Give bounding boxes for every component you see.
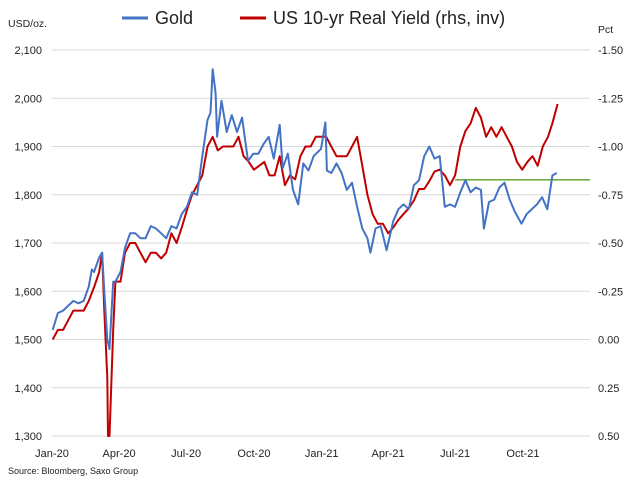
left-tick-label: 1,500 xyxy=(14,335,42,347)
left-axis-unit: USD/oz. xyxy=(8,18,47,30)
x-tick-label: Jan-20 xyxy=(35,448,69,460)
x-tick-label: Jul-21 xyxy=(440,448,470,460)
left-axis: 1,300 1,400 1,500 1,600 1,700 1,800 1,900 2,000… xyxy=(14,45,42,443)
legend: Gold US 10-yr Real Yield (rhs, inv) xyxy=(122,8,505,28)
left-tick-label: 2,100 xyxy=(14,45,42,57)
x-tick-label: Oct-20 xyxy=(237,448,270,460)
x-tick-label: Apr-21 xyxy=(372,448,405,460)
right-tick-label: -1.50 xyxy=(598,45,623,57)
right-tick-label: 0.25 xyxy=(598,383,619,395)
left-tick-label: 1,800 xyxy=(14,190,42,202)
right-tick-label: -1.00 xyxy=(598,142,623,154)
right-tick-label: -1.25 xyxy=(598,93,623,105)
right-axis: -1.50 -1.25 -1.00 -0.75 -0.50 -0.25 0.00 0.25 0.… xyxy=(598,45,623,443)
gridlines xyxy=(52,49,590,437)
right-tick-label: -0.50 xyxy=(598,238,623,250)
left-tick-label: 1,300 xyxy=(14,431,42,443)
right-tick-label: -0.75 xyxy=(598,190,623,202)
right-tick-label: 0.50 xyxy=(598,431,619,443)
series-lines xyxy=(51,68,590,437)
series-line-real-yield xyxy=(51,103,559,437)
x-tick-label: Oct-21 xyxy=(506,448,539,460)
legend-label-real-yield: US 10-yr Real Yield (rhs, inv) xyxy=(273,8,505,28)
source-note: Source: Bloomberg, Saxo Group xyxy=(8,466,138,476)
left-tick-label: 1,600 xyxy=(14,286,42,298)
left-tick-label: 1,400 xyxy=(14,383,42,395)
left-tick-label: 1,700 xyxy=(14,238,42,250)
series-line-gold xyxy=(51,68,558,351)
x-tick-label: Apr-20 xyxy=(103,448,136,460)
right-tick-label: 0.00 xyxy=(598,335,619,347)
x-tick-label: Jan-21 xyxy=(305,448,339,460)
right-tick-label: -0.25 xyxy=(598,286,623,298)
right-axis-unit: Pct xyxy=(598,24,613,36)
left-tick-label: 2,000 xyxy=(14,93,42,105)
x-axis: Jan-20 Apr-20 Jul-20 Oct-20 Jan-21 Apr-21 Jul-… xyxy=(35,448,539,460)
left-tick-label: 1,900 xyxy=(14,142,42,154)
x-tick-label: Jul-20 xyxy=(171,448,201,460)
legend-label-gold: Gold xyxy=(155,8,193,28)
